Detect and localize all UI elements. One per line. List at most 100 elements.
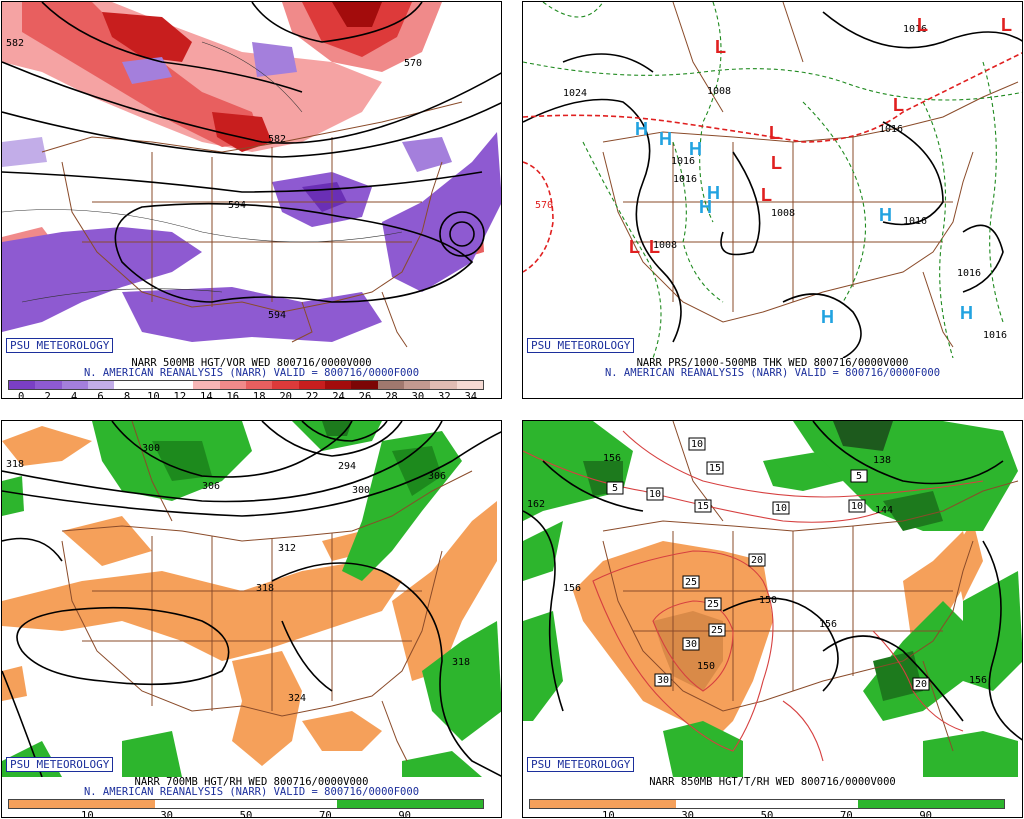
map-caption-line1: NARR PRS/1000-500MB THK WED 800716/0000V… bbox=[636, 357, 909, 369]
contour-label: 1008 bbox=[707, 86, 731, 97]
contour-label: 306 bbox=[428, 471, 446, 482]
svg-text:25: 25 bbox=[711, 625, 723, 636]
height-contours bbox=[2, 421, 501, 777]
colorbar-swatch bbox=[639, 800, 676, 808]
svg-text:30: 30 bbox=[657, 675, 669, 686]
high-pressure-marker: H bbox=[699, 197, 712, 217]
temperature-box-label: 20 bbox=[912, 677, 930, 691]
contour-label: 1016 bbox=[671, 156, 695, 167]
colorbar-tick-label: 0 bbox=[18, 391, 25, 399]
colorbar-swatch bbox=[140, 381, 167, 389]
contour-label: 138 bbox=[873, 455, 891, 466]
high-pressure-marker: H bbox=[659, 129, 672, 149]
low-pressure-marker: L bbox=[893, 95, 904, 115]
contour-label: 300 bbox=[142, 443, 160, 454]
contour-labels: 318 300 306 300 294 306 312 318 318 324 bbox=[6, 443, 470, 704]
colorbar-tick-label: 10 bbox=[602, 810, 615, 818]
colorbar-tick-label: 24 bbox=[332, 391, 345, 399]
temperature-box-label: 25 bbox=[704, 597, 722, 611]
svg-text:5: 5 bbox=[612, 483, 618, 494]
colorbar-swatch bbox=[712, 800, 749, 808]
svg-text:5: 5 bbox=[856, 471, 862, 482]
high-pressure-marker: H bbox=[689, 139, 702, 159]
temperature-box-label: 30 bbox=[654, 673, 672, 687]
colorbar-tick-label: 90 bbox=[398, 810, 411, 818]
psu-meteorology-label: PSU METEOROLOGY bbox=[527, 757, 635, 772]
colorbar-tick-label: 6 bbox=[97, 391, 104, 399]
colorbar-swatch bbox=[193, 381, 220, 389]
colorbar-swatch bbox=[61, 381, 88, 389]
colorbar-swatch bbox=[9, 800, 46, 808]
country-state-borders bbox=[602, 421, 1019, 752]
colorbar-swatch bbox=[377, 381, 404, 389]
rh-colorbar-ticks: 10 30 50 70 90 bbox=[529, 810, 1005, 818]
high-pressure-marker: H bbox=[960, 303, 973, 323]
rh-colorbar bbox=[8, 799, 484, 809]
svg-text:30: 30 bbox=[685, 639, 697, 650]
panel-mslp-thickness: 1024 1008 1016 1016 1008 1016 1016 1016 … bbox=[522, 1, 1023, 399]
svg-text:10: 10 bbox=[649, 489, 661, 500]
moist-air-fill bbox=[2, 421, 501, 777]
contour-label: 306 bbox=[202, 481, 220, 492]
map-500mb: 582 570 582 594 594 bbox=[2, 2, 501, 348]
map-700mb: 318 300 306 300 294 306 312 318 318 324 bbox=[2, 421, 501, 777]
contour-label: 300 bbox=[352, 485, 370, 496]
high-pressure-marker: H bbox=[635, 119, 648, 139]
colorbar-tick-label: 50 bbox=[239, 810, 253, 818]
vorticity-colorbar bbox=[8, 380, 484, 390]
colorbar-tick-label: 70 bbox=[840, 810, 853, 818]
contour-label: 156 bbox=[603, 453, 621, 464]
colorbar-tick-label: 20 bbox=[279, 391, 292, 399]
colorbar-swatch bbox=[566, 800, 603, 808]
contour-label: 1016 bbox=[903, 24, 927, 35]
colorbar-swatch bbox=[530, 800, 567, 808]
colorbar-tick-label: 22 bbox=[305, 391, 319, 399]
low-pressure-marker: L bbox=[1001, 15, 1012, 35]
temperature-labels: 10 15 5 10 15 10 10 5 20 25 25 30 25 30 20 bbox=[606, 437, 930, 691]
colorbar-swatch bbox=[298, 381, 325, 389]
contour-label: 582 bbox=[6, 38, 24, 49]
map-caption-line1: NARR 850MB HGT/T/RH WED 800716/0000V000 bbox=[649, 776, 896, 788]
rh-colorbar-ticks: 10 30 50 70 90 bbox=[8, 810, 484, 818]
contour-label: 162 bbox=[527, 499, 545, 510]
country-state-borders bbox=[602, 2, 1019, 348]
low-pressure-marker: L bbox=[917, 15, 928, 35]
svg-text:20: 20 bbox=[751, 555, 763, 566]
high-pressure-marker: H bbox=[879, 205, 892, 225]
map-caption-line2: N. AMERICAN REANALYSIS (NARR) VALID = 80… bbox=[604, 367, 941, 379]
colorbar-swatch bbox=[324, 381, 352, 389]
contour-label: 1024 bbox=[563, 88, 587, 99]
temperature-box-label: 10 bbox=[688, 437, 706, 451]
colorbar-tick-label: 90 bbox=[919, 810, 932, 818]
contour-label: 150 bbox=[759, 595, 777, 606]
contour-label: 156 bbox=[969, 675, 987, 686]
colorbar-tick-label: 14 bbox=[200, 391, 213, 399]
colorbar-swatch bbox=[118, 800, 155, 808]
low-pressure-marker: L bbox=[715, 37, 726, 57]
colorbar-swatch bbox=[87, 381, 115, 389]
colorbar-tick-label: 4 bbox=[70, 391, 78, 399]
temperature-box-label: 5 bbox=[606, 481, 624, 495]
colorbar-swatch bbox=[410, 800, 447, 808]
colorbar-swatch bbox=[227, 800, 265, 808]
high-pressure-marker: H bbox=[707, 183, 720, 203]
temperature-box-label: 5 bbox=[850, 469, 868, 483]
temperature-box-label: 20 bbox=[748, 553, 766, 567]
colorbar-tick-label: 34 bbox=[464, 391, 478, 399]
map-mslp: 1024 1008 1016 1016 1008 1016 1016 1016 … bbox=[523, 2, 1022, 358]
contour-label: 1016 bbox=[983, 330, 1007, 341]
colorbar-swatch bbox=[9, 381, 36, 389]
contour-label: 318 bbox=[256, 583, 274, 594]
colorbar-tick-label: 30 bbox=[160, 810, 173, 818]
contour-label: 1016 bbox=[957, 268, 981, 279]
contour-label: 1016 bbox=[903, 216, 927, 227]
temperature-box-label: 10 bbox=[848, 499, 866, 513]
colorbar-swatch bbox=[351, 381, 378, 389]
colorbar-swatch bbox=[456, 381, 483, 389]
colorbar-tick-label: 28 bbox=[385, 391, 398, 399]
contour-label: 582 bbox=[268, 134, 286, 145]
colorbar-swatch bbox=[81, 800, 119, 808]
colorbar-tick-label: 26 bbox=[358, 391, 372, 399]
low-pressure-marker: L bbox=[769, 123, 780, 143]
contour-label: 156 bbox=[563, 583, 581, 594]
